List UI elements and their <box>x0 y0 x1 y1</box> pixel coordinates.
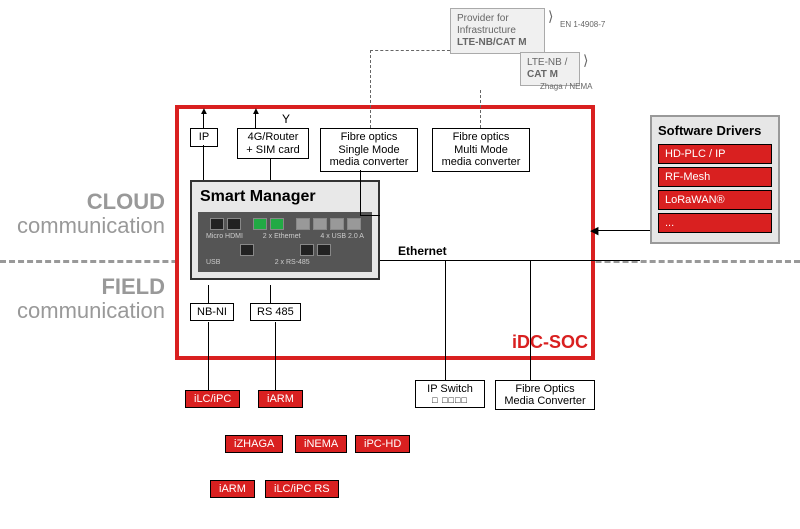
port-icon <box>300 244 314 256</box>
cloud-sub: communication <box>10 214 165 238</box>
connector-line <box>360 215 380 216</box>
nbni-box: NB-NI <box>190 303 234 321</box>
ip-switch-box: IP Switch □ □□□□ <box>415 380 485 408</box>
provider-l1: Provider for <box>457 13 538 25</box>
usb-port-icon <box>330 218 344 230</box>
ethernet-label: Ethernet <box>398 244 447 258</box>
connector-line <box>370 50 371 128</box>
cloud-label: CLOUD <box>10 190 165 214</box>
fc-l1: Fibre Optics <box>502 383 588 395</box>
smart-manager-box: Smart Manager Micro HDMI 2 x Ethernet 4 … <box>190 180 380 280</box>
driver-item: LoRaWAN® <box>658 190 772 210</box>
fibre-converter-box: Fibre Optics Media Converter <box>495 380 595 410</box>
antenna-icon: Y <box>282 112 290 126</box>
fc-l2: Media Converter <box>502 395 588 407</box>
port-icon <box>227 218 241 230</box>
fs-l1: Fibre optics <box>326 131 412 144</box>
iarm-badge: iARM <box>258 390 303 408</box>
idc-label: iDC-SOC <box>512 332 588 353</box>
fibre-single-box: Fibre optics Single Mode media converter <box>320 128 418 172</box>
router-l2: + SIM card <box>243 144 303 157</box>
smart-manager-title: Smart Manager <box>192 182 378 212</box>
smart-manager-hardware: Micro HDMI 2 x Ethernet 4 x USB 2.0 A US… <box>198 212 372 272</box>
antenna-icon: ⟩ <box>583 52 588 69</box>
usb-port-icon <box>296 218 310 230</box>
field-label: FIELD <box>10 275 165 299</box>
connector-line <box>530 260 531 380</box>
ip-switch-label: IP Switch <box>422 383 478 395</box>
port-icon <box>317 244 331 256</box>
driver-item: RF-Mesh <box>658 167 772 187</box>
switch-ports-icon: □ □□□□ <box>422 395 478 405</box>
connector-line <box>275 322 276 390</box>
lte-l2: CAT M <box>527 69 573 81</box>
iarm2-badge: iARM <box>210 480 255 498</box>
ip-box: IP <box>190 128 218 147</box>
antenna-icon: ⟩ <box>548 8 553 25</box>
provider-box: Provider for Infrastructure LTE-NB/CAT M <box>450 8 545 54</box>
fm-l2: Multi Mode <box>438 144 524 157</box>
connector-line <box>595 230 650 231</box>
port-label: Micro HDMI <box>206 233 243 240</box>
ilc-ipc-badge: iLC/iPC <box>185 390 240 408</box>
connector-line <box>208 285 209 303</box>
fs-l2: Single Mode <box>326 144 412 157</box>
fibre-multi-box: Fibre optics Multi Mode media converter <box>432 128 530 172</box>
ethernet-line <box>380 260 640 261</box>
usb-port-icon <box>347 218 361 230</box>
driver-item: ... <box>658 213 772 233</box>
connector-line <box>360 170 361 215</box>
port-label: USB <box>206 259 220 266</box>
router-l1: 4G/Router <box>243 131 303 144</box>
driver-item: HD-PLC / IP <box>658 144 772 164</box>
field-sub: communication <box>10 299 165 323</box>
connector-line <box>445 260 446 380</box>
rs485-box: RS 485 <box>250 303 301 321</box>
lte-l1: LTE-NB / <box>527 57 573 69</box>
usb-port-icon <box>313 218 327 230</box>
port-icon <box>240 244 254 256</box>
provider-l2: Infrastructure <box>457 25 538 37</box>
port-label: 2 x Ethernet <box>263 233 301 240</box>
connector-line <box>208 322 209 390</box>
lte-box: LTE-NB / CAT M <box>520 52 580 86</box>
drivers-panel: Software Drivers HD-PLC / IP RF-Mesh LoR… <box>650 115 780 244</box>
inema-badge: iNEMA <box>295 435 347 453</box>
arrow-up-icon: ▲ <box>199 106 209 117</box>
ilc-ipc-rs-badge: iLC/iPC RS <box>265 480 339 498</box>
fs-l3: media converter <box>326 156 412 169</box>
port-icon <box>210 218 224 230</box>
connector-line <box>370 50 450 51</box>
fm-l1: Fibre optics <box>438 131 524 144</box>
port-label: 2 x RS-485 <box>275 259 310 266</box>
connector-line <box>270 285 271 303</box>
drivers-title: Software Drivers <box>658 123 772 138</box>
port-label: 4 x USB 2.0 A <box>320 233 364 240</box>
arrow-left-icon: ◀ <box>590 224 598 237</box>
ethernet-port-icon <box>253 218 267 230</box>
provider-l3: LTE-NB/CAT M <box>457 37 538 49</box>
ipchd-badge: iPC-HD <box>355 435 410 453</box>
izhaga-badge: iZHAGA <box>225 435 283 453</box>
lte-note: Zhaga / NEMA <box>540 82 592 91</box>
fm-l3: media converter <box>438 156 524 169</box>
arrow-up-icon: ▲ <box>251 106 261 117</box>
router-box: 4G/Router + SIM card <box>237 128 309 159</box>
connector-line <box>480 90 481 128</box>
provider-note: EN 1-4908-7 <box>560 20 605 29</box>
ethernet-port-icon <box>270 218 284 230</box>
connector-line <box>270 158 271 180</box>
connector-line <box>203 145 204 180</box>
